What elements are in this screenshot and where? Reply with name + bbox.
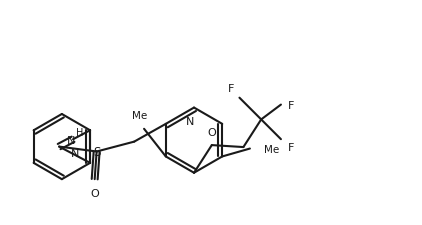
Text: N: N [71,148,79,158]
Text: F: F [228,83,235,93]
Text: O: O [90,188,99,198]
Text: F: F [288,142,294,152]
Text: Me: Me [133,110,148,120]
Text: N: N [67,135,75,145]
Text: N: N [186,117,194,127]
Text: F: F [288,100,294,110]
Text: Me: Me [264,144,279,154]
Text: S: S [93,145,100,158]
Text: H: H [76,128,84,137]
Text: O: O [208,128,216,138]
